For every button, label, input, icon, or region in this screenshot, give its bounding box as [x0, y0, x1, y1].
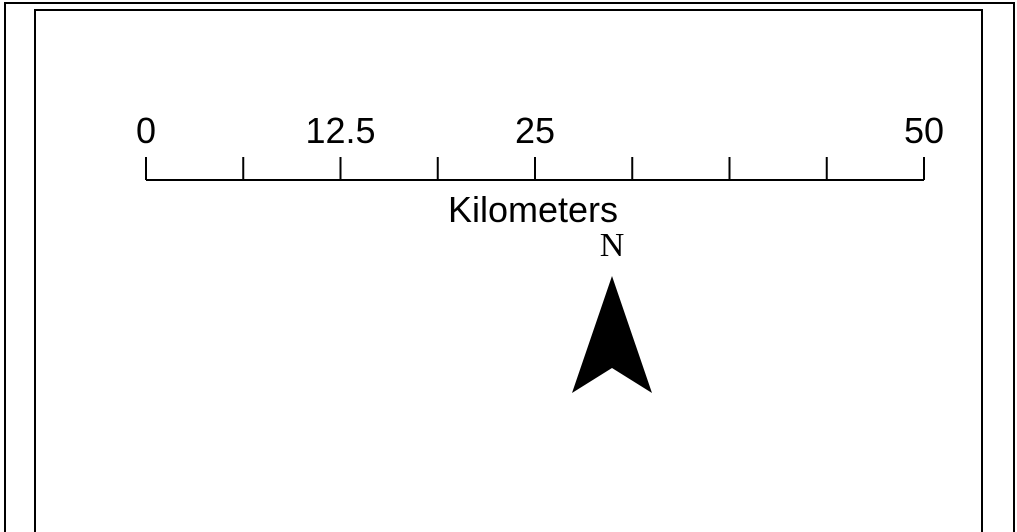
inner-border	[34, 9, 983, 532]
scale-bar-ticks	[145, 157, 925, 180]
outer-border	[4, 2, 1015, 532]
scale-bar: 0 12.5 25 50 Kilometers	[136, 110, 944, 230]
scale-bar-label: 50	[904, 110, 944, 151]
map-border	[4, 2, 1015, 532]
scale-bar-labels: 0 12.5 25 50	[136, 110, 944, 151]
north-arrow-label: N	[600, 227, 625, 264]
scale-bar-label: 12.5	[305, 110, 375, 151]
scale-bar-label: 0	[136, 110, 156, 151]
north-arrow-icon	[572, 276, 652, 393]
scale-bar-label: 25	[515, 110, 555, 151]
scale-bar-unit-label: Kilometers	[448, 189, 618, 230]
north-arrow: N	[572, 227, 652, 393]
